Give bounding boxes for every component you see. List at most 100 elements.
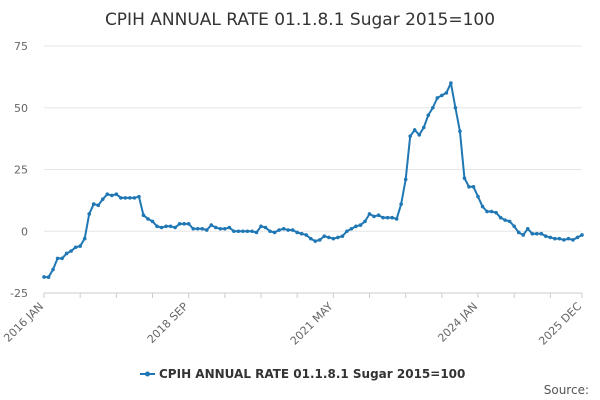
data-point[interactable] — [236, 229, 241, 234]
data-point[interactable] — [155, 224, 159, 229]
data-point[interactable] — [119, 196, 123, 200]
data-point[interactable] — [100, 197, 105, 201]
data-point[interactable] — [367, 212, 372, 216]
data-point[interactable] — [200, 226, 205, 231]
data-point[interactable] — [530, 231, 535, 236]
data-point[interactable] — [146, 217, 150, 221]
data-point[interactable] — [575, 235, 580, 240]
data-point[interactable] — [327, 235, 331, 240]
data-point[interactable] — [580, 233, 584, 237]
data-point[interactable] — [173, 225, 177, 230]
data-point[interactable] — [440, 93, 444, 98]
data-point[interactable] — [290, 228, 295, 232]
data-point[interactable] — [73, 245, 78, 250]
data-point[interactable] — [281, 226, 286, 231]
data-point[interactable] — [358, 223, 363, 227]
data-point[interactable] — [480, 204, 485, 209]
data-point[interactable] — [553, 236, 557, 241]
data-point[interactable] — [489, 209, 494, 214]
data-point[interactable] — [209, 223, 214, 227]
data-point[interactable] — [390, 215, 394, 220]
data-point[interactable] — [512, 224, 516, 229]
data-point[interactable] — [164, 224, 168, 229]
data-point[interactable] — [571, 238, 575, 242]
data-point[interactable] — [557, 236, 562, 241]
data-point[interactable] — [128, 196, 132, 200]
data-point[interactable] — [376, 213, 381, 217]
data-point[interactable] — [385, 215, 390, 220]
data-point[interactable] — [381, 215, 385, 220]
data-point[interactable] — [42, 275, 46, 279]
data-point[interactable] — [566, 236, 571, 241]
data-point[interactable] — [435, 96, 440, 100]
data-point[interactable] — [507, 219, 512, 224]
data-point[interactable] — [78, 244, 82, 248]
data-point[interactable] — [191, 226, 195, 231]
data-point[interactable] — [64, 251, 69, 256]
data-point[interactable] — [394, 217, 399, 221]
data-point[interactable] — [521, 233, 526, 237]
data-point[interactable] — [516, 230, 521, 235]
data-point[interactable] — [223, 226, 227, 231]
data-point[interactable] — [403, 177, 408, 182]
data-point[interactable] — [69, 249, 73, 253]
data-point[interactable] — [421, 125, 426, 130]
data-point[interactable] — [195, 226, 200, 231]
data-point[interactable] — [132, 196, 137, 200]
data-point[interactable] — [241, 229, 245, 234]
data-point[interactable] — [426, 113, 431, 117]
legend[interactable]: CPIH ANNUAL RATE 01.1.8.1 Sugar 2015=100 — [140, 367, 465, 381]
data-point[interactable] — [82, 236, 87, 241]
data-point[interactable] — [204, 228, 209, 232]
data-point[interactable] — [476, 194, 480, 199]
data-point[interactable] — [91, 202, 96, 206]
data-point[interactable] — [46, 275, 51, 279]
data-point[interactable] — [159, 225, 164, 230]
data-point[interactable] — [245, 229, 250, 234]
data-point[interactable] — [250, 229, 254, 234]
data-point[interactable] — [150, 219, 155, 224]
data-point[interactable] — [534, 231, 539, 236]
data-point[interactable] — [503, 218, 507, 222]
data-point[interactable] — [539, 231, 544, 236]
data-point[interactable] — [51, 267, 55, 272]
data-point[interactable] — [232, 229, 236, 234]
data-point[interactable] — [263, 225, 268, 230]
data-point[interactable] — [525, 226, 530, 231]
data-point[interactable] — [354, 224, 358, 229]
data-point[interactable] — [345, 229, 349, 234]
data-point[interactable] — [299, 231, 304, 236]
data-point[interactable] — [363, 219, 367, 224]
data-point[interactable] — [317, 238, 322, 242]
data-point[interactable] — [213, 225, 218, 230]
data-point[interactable] — [277, 228, 281, 232]
data-point[interactable] — [331, 236, 336, 241]
data-point[interactable] — [295, 230, 299, 235]
data-point[interactable] — [417, 133, 422, 137]
data-point[interactable] — [562, 238, 566, 242]
data-point[interactable] — [462, 176, 467, 180]
data-point[interactable] — [227, 225, 232, 230]
data-point[interactable] — [336, 235, 340, 240]
data-point[interactable] — [123, 196, 128, 200]
data-point[interactable] — [349, 226, 354, 231]
data-point[interactable] — [372, 214, 376, 219]
data-point[interactable] — [408, 134, 413, 138]
data-point[interactable] — [412, 128, 417, 132]
data-point[interactable] — [60, 256, 64, 261]
data-point[interactable] — [137, 194, 141, 199]
data-point[interactable] — [110, 193, 114, 198]
data-point[interactable] — [458, 129, 462, 134]
data-point[interactable] — [498, 215, 503, 220]
data-point[interactable] — [254, 230, 259, 235]
data-point[interactable] — [96, 203, 101, 208]
data-point[interactable] — [431, 105, 435, 110]
data-point[interactable] — [286, 228, 290, 232]
data-point[interactable] — [55, 256, 60, 261]
data-point[interactable] — [467, 184, 471, 189]
data-point[interactable] — [308, 236, 313, 241]
data-point[interactable] — [449, 81, 453, 85]
data-point[interactable] — [177, 222, 182, 226]
data-point[interactable] — [87, 212, 92, 216]
data-point[interactable] — [105, 192, 110, 196]
